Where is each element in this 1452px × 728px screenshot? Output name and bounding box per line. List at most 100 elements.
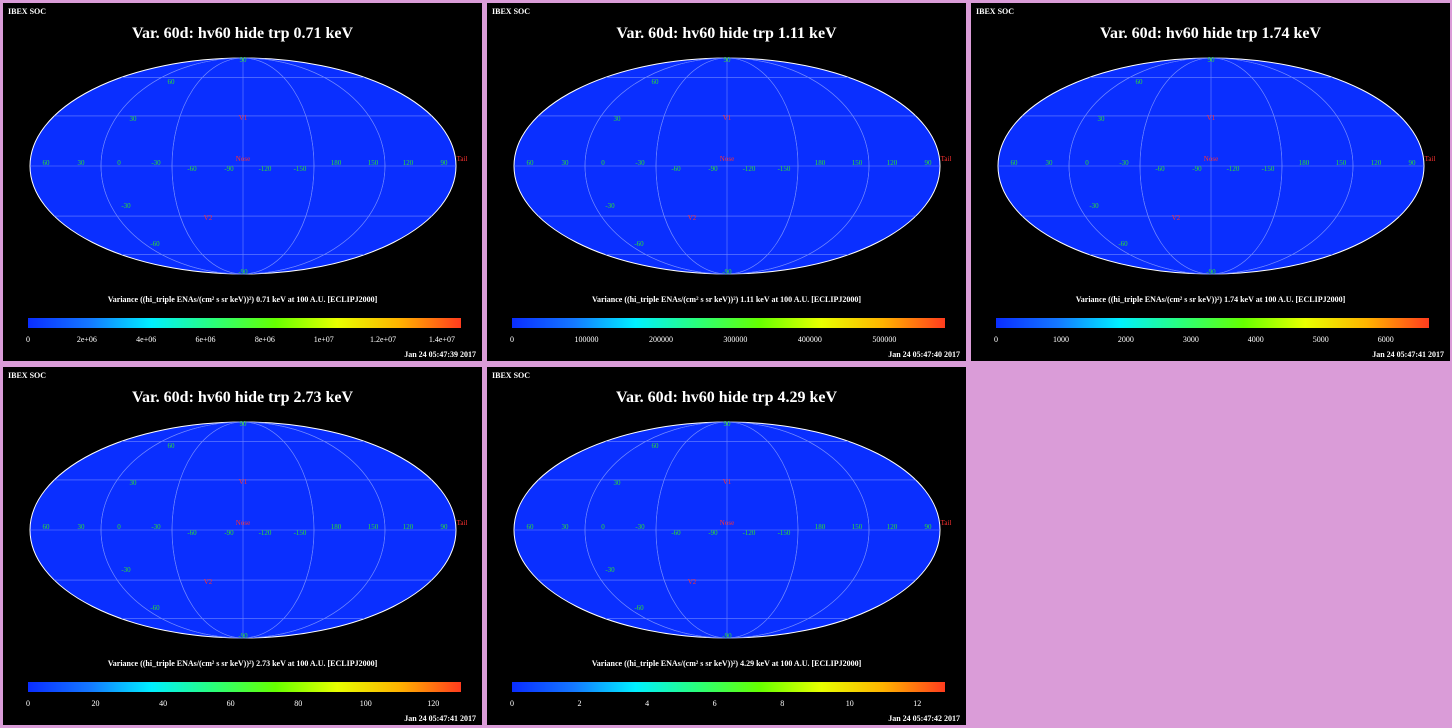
colorbar-tick-label: 200000 [648, 335, 673, 344]
sky-map [29, 57, 457, 275]
colorbar-title: Variance ((hi_triple ENAs/(cm² s sr keV)… [107, 659, 378, 668]
lon-label: -30 [1119, 159, 1129, 167]
v1-marker: V1 [238, 478, 248, 486]
colorbar-title: Variance ((hi_triple ENAs/(cm² s sr keV)… [107, 295, 378, 304]
lon-label: -150 [1261, 165, 1275, 173]
lon-label: 120 [402, 523, 414, 531]
sky-map [513, 57, 941, 275]
colorbar-tick-label: 6000 [1377, 335, 1394, 344]
lon-label: -120 [1226, 165, 1240, 173]
tail-marker: Tail [1424, 155, 1436, 163]
lat-label: -60 [634, 240, 644, 248]
map-panel: IBEX SOC Var. 60d: hv60 hide trp 4.29 keV… [487, 367, 966, 725]
v1-marker: V1 [722, 114, 732, 122]
soc-label: IBEX SOC [492, 371, 531, 380]
lon-label: -30 [635, 523, 645, 531]
colorbar-title: Variance ((hi_triple ENAs/(cm² s sr keV)… [591, 295, 862, 304]
colorbar-tick-label: 0 [26, 335, 30, 344]
tail-marker: Tail [456, 155, 468, 163]
pole-label: 90 [239, 420, 247, 428]
colorbar-tick-label: 60 [226, 699, 235, 708]
lon-label: 60 [42, 523, 50, 531]
lon-label: -150 [293, 529, 307, 537]
lat-label: -60 [1118, 240, 1128, 248]
sky-map [513, 421, 941, 639]
tail-marker: Tail [940, 519, 952, 527]
lat-label: -60 [634, 604, 644, 612]
lon-label: -150 [777, 165, 791, 173]
lon-label: -90 [708, 165, 718, 173]
colorbar-tick-label: 1000 [1052, 335, 1069, 344]
timestamp: Jan 24 05:47:40 2017 [888, 350, 960, 359]
panel-title: Var. 60d: hv60 hide trp 4.29 keV [615, 389, 838, 406]
lon-label: -90 [708, 529, 718, 537]
lon-label: -30 [151, 523, 161, 531]
colorbar-tick-label: 2 [577, 699, 582, 708]
lat-label: -60 [150, 604, 160, 612]
lon-label: 120 [1370, 159, 1382, 167]
lat-label: 60 [167, 442, 175, 450]
nose-marker: Nose [719, 155, 735, 163]
pole-label: -90 [238, 632, 248, 640]
pole-label: -90 [238, 268, 248, 276]
colorbar [512, 318, 945, 328]
lon-label: 0 [601, 523, 605, 531]
colorbar-tick-label: 100000 [574, 335, 599, 344]
lon-label: 90 [924, 523, 932, 531]
colorbar-tick-label: 8 [780, 699, 785, 708]
lon-label: 60 [526, 523, 534, 531]
lat-label: 30 [129, 479, 137, 487]
v1-marker: V1 [238, 114, 248, 122]
lon-label: -120 [258, 529, 272, 537]
soc-label: IBEX SOC [976, 7, 1015, 16]
lon-label: 150 [367, 159, 379, 167]
lat-label: -30 [605, 202, 615, 210]
lon-label: 0 [1085, 159, 1089, 167]
pole-label: 90 [723, 420, 731, 428]
soc-label: IBEX SOC [8, 7, 47, 16]
colorbar-tick-label: 8e+06 [254, 335, 275, 344]
nose-marker: Nose [235, 155, 251, 163]
soc-label: IBEX SOC [8, 371, 47, 380]
v2-marker: V2 [687, 214, 697, 222]
lon-label: -60 [187, 529, 197, 537]
lon-label: 90 [440, 523, 448, 531]
lon-label: 30 [561, 159, 569, 167]
colorbar-tick-label: 2e+06 [76, 335, 97, 344]
colorbar-tick-label: 1.2e+07 [370, 335, 397, 344]
colorbar-tick-label: 4 [645, 699, 650, 708]
colorbar-tick-label: 40 [159, 699, 168, 708]
lat-label: 60 [651, 442, 659, 450]
lon-label: -60 [671, 165, 681, 173]
v1-marker: V1 [722, 478, 732, 486]
lon-label: 180 [330, 523, 342, 531]
lon-label: -150 [777, 529, 791, 537]
colorbar-tick-label: 100 [359, 699, 372, 708]
lon-label: 120 [402, 159, 414, 167]
lon-label: 60 [1010, 159, 1018, 167]
lon-label: 60 [526, 159, 534, 167]
sky-map [29, 421, 457, 639]
pole-label: -90 [722, 632, 732, 640]
colorbar-tick-label: 0 [26, 699, 30, 708]
lat-label: 30 [1097, 115, 1105, 123]
lat-label: -30 [605, 566, 615, 574]
lon-label: 30 [561, 523, 569, 531]
colorbar-tick-label: 3000 [1182, 335, 1199, 344]
v2-marker: V2 [687, 578, 697, 586]
colorbar-tick-label: 80 [294, 699, 303, 708]
pole-label: 90 [723, 56, 731, 64]
map-panel: IBEX SOC Var. 60d: hv60 hide trp 1.11 keV… [487, 3, 966, 361]
lon-label: 120 [886, 523, 898, 531]
lon-label: 120 [886, 159, 898, 167]
lon-label: -30 [635, 159, 645, 167]
lat-label: 30 [613, 115, 621, 123]
colorbar-tick-label: 4e+06 [136, 335, 157, 344]
timestamp: Jan 24 05:47:39 2017 [404, 350, 476, 359]
lon-label: -60 [671, 529, 681, 537]
lon-label: 180 [1298, 159, 1310, 167]
lon-label: 0 [117, 523, 121, 531]
lon-label: -120 [742, 529, 756, 537]
colorbar-tick-label: 1e+07 [313, 335, 334, 344]
colorbar-tick-label: 4000 [1247, 335, 1264, 344]
